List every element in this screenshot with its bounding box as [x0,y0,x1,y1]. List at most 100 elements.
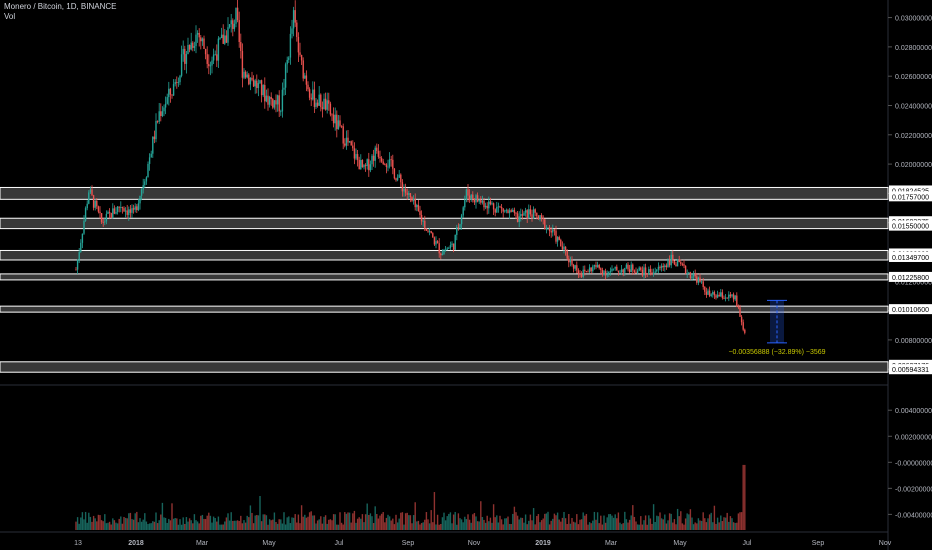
candle-body [398,174,400,178]
volume-bar [316,520,319,530]
volume-bar [438,524,440,530]
candle-body [417,204,420,212]
volume-bar [732,522,735,530]
candle-body [484,205,487,208]
volume-bar [337,524,340,530]
candle-body [390,159,392,161]
candle-body [152,136,154,154]
volume-bar [347,512,349,530]
candle-body [500,207,503,209]
volume-bar [681,523,684,530]
candle-body [120,207,122,208]
volume-bar [372,523,375,530]
candle-body [395,178,397,181]
candle-body [689,272,692,278]
price-tick-label: 0.02400000 [895,103,932,110]
candle-body [681,263,684,265]
candle-body [556,237,559,242]
volume-bar [259,496,261,530]
volume-bar [131,519,133,530]
candle-body [672,254,674,261]
candle-body [393,168,396,179]
volume-bar [190,520,192,530]
candle-body [126,210,128,215]
candle-body [452,243,455,250]
volume-bar [592,520,594,530]
volume-bar [126,518,128,530]
candle-body [323,98,325,110]
candle-body [212,54,215,61]
candle-body [609,271,612,272]
volume-bar [220,524,223,530]
candle-body [244,71,247,78]
price-tick-label: 0.02600000 [895,74,932,81]
volume-bar [203,518,205,530]
volume-bar [368,514,370,530]
volume-bar [558,519,560,530]
volume-bar [187,521,189,530]
volume-bar [160,514,162,530]
band-price-label-bg [889,185,932,196]
volume-bar [276,523,279,530]
volume-bar [158,520,160,530]
volume-bar [435,524,437,530]
volume-bar [331,520,333,530]
volume-bar [659,512,661,530]
volume-bar [342,524,344,530]
volume-bar [560,521,562,530]
candle-body [88,192,90,204]
candle-body [571,259,573,265]
candle-body [222,34,224,44]
candle-body [353,148,356,159]
volume-bar [264,514,266,530]
volume-bar [414,502,416,530]
time-tick-label: 13 [74,540,82,547]
volume-bar [704,518,706,530]
volume-bar [630,515,632,530]
volume-bar [529,514,532,530]
candle-body [321,107,324,110]
volume-bar [268,519,271,530]
volume-bar [144,513,146,530]
volume-bar [470,522,472,530]
candle-body [337,120,340,130]
candle-body [712,292,714,295]
volume-bar [576,514,578,530]
volume-bar [564,518,567,530]
volume-bar [400,512,402,530]
candle-body [614,266,616,269]
volume-bar [235,520,237,530]
volume-bar [460,519,463,530]
volume-bar [636,524,639,530]
volume-bar [539,522,541,530]
candle-body [113,208,116,214]
volume-bar [257,515,260,530]
volume-bar [672,522,674,530]
volume-bar [467,514,469,530]
volume-indicator-label[interactable]: Vol [4,12,16,21]
band-price-label-bg [889,304,932,315]
volume-bar [433,492,436,530]
volume-bar [89,516,92,530]
candle-body [476,195,479,202]
volume-bar [265,515,268,530]
volume-bar [374,506,376,530]
volume-bar [398,518,400,530]
candle-body [624,267,626,273]
candle-body [118,206,120,208]
candle-body [585,271,588,272]
candle-body [740,316,743,323]
candle-body [132,208,135,210]
volume-bar [224,521,226,530]
band-price-label-bg [889,364,932,375]
candle-body [441,253,444,256]
volume-bar [296,522,298,530]
time-tick-label: Sep [812,540,825,547]
candle-body [382,161,384,164]
candle-body [358,159,360,170]
volume-bar [315,523,317,530]
candle-body [608,271,610,275]
volume-bar [340,522,343,530]
volume-bar [288,516,290,530]
